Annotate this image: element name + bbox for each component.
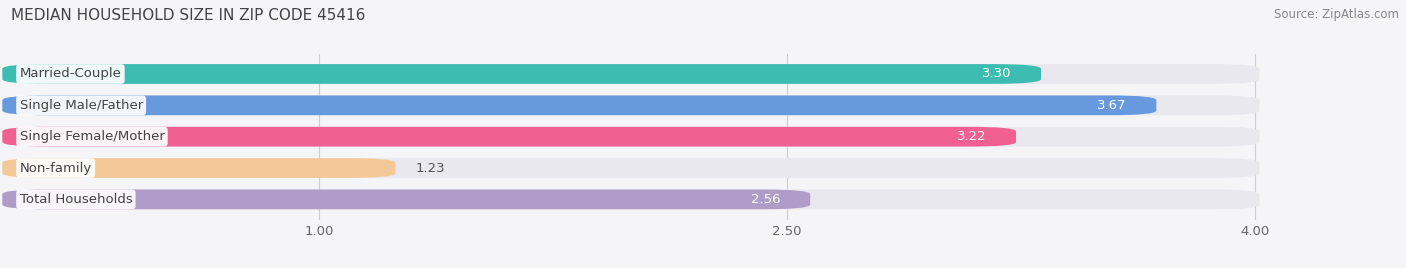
Text: Non-family: Non-family (20, 162, 91, 174)
Text: 2.56: 2.56 (751, 193, 780, 206)
Text: Total Households: Total Households (20, 193, 132, 206)
Text: 1.23: 1.23 (416, 162, 446, 174)
FancyBboxPatch shape (3, 64, 1040, 84)
FancyBboxPatch shape (3, 95, 1156, 115)
Text: 3.30: 3.30 (981, 68, 1011, 80)
Text: 3.67: 3.67 (1097, 99, 1126, 112)
Text: Single Female/Mother: Single Female/Mother (20, 130, 165, 143)
FancyBboxPatch shape (3, 127, 1017, 147)
Text: 3.22: 3.22 (957, 130, 987, 143)
Text: Married-Couple: Married-Couple (20, 68, 121, 80)
FancyBboxPatch shape (3, 158, 395, 178)
Text: Single Male/Father: Single Male/Father (20, 99, 143, 112)
Text: MEDIAN HOUSEHOLD SIZE IN ZIP CODE 45416: MEDIAN HOUSEHOLD SIZE IN ZIP CODE 45416 (11, 8, 366, 23)
FancyBboxPatch shape (3, 64, 1260, 84)
FancyBboxPatch shape (3, 158, 1260, 178)
FancyBboxPatch shape (3, 127, 1260, 147)
Text: Source: ZipAtlas.com: Source: ZipAtlas.com (1274, 8, 1399, 21)
FancyBboxPatch shape (3, 95, 1260, 115)
FancyBboxPatch shape (3, 189, 1260, 209)
FancyBboxPatch shape (3, 189, 810, 209)
